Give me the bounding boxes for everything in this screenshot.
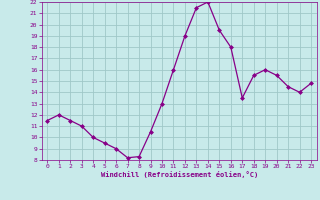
X-axis label: Windchill (Refroidissement éolien,°C): Windchill (Refroidissement éolien,°C) [100,171,258,178]
